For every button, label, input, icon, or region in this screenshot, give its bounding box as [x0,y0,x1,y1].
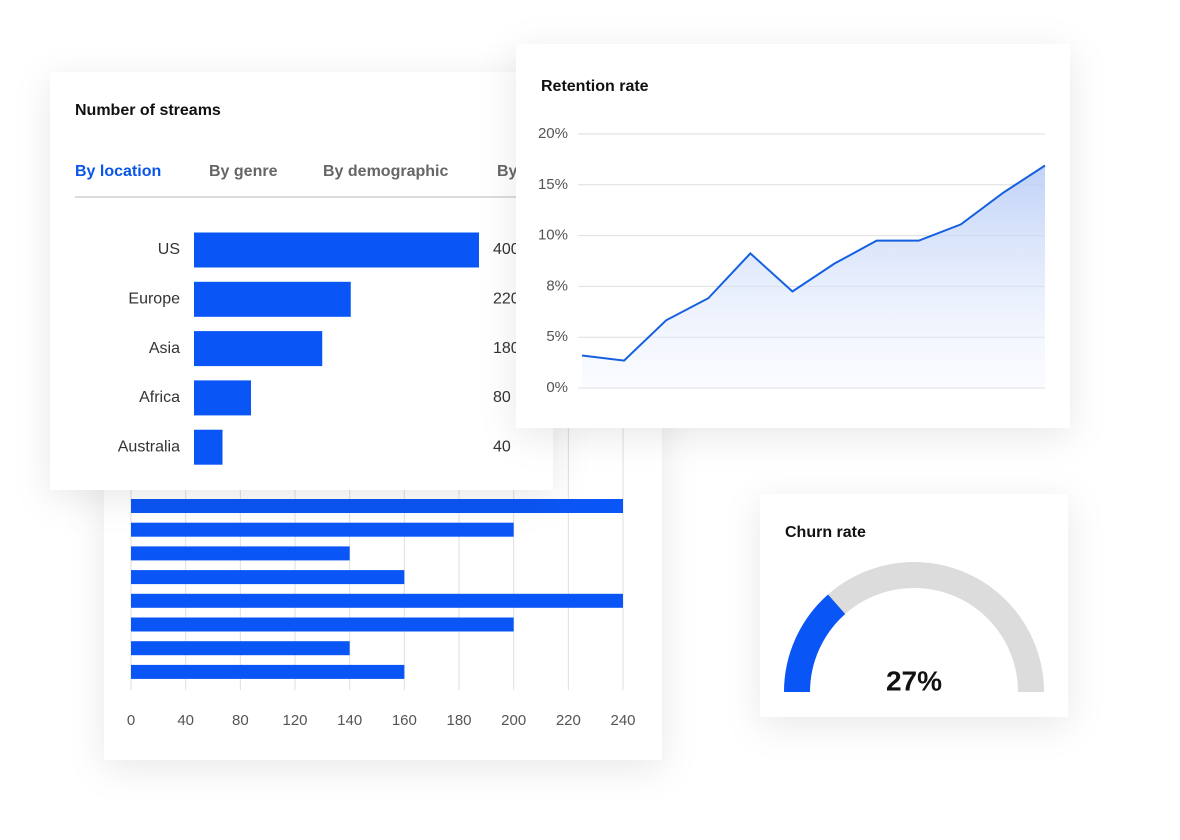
x-tick-label: 240 [610,712,635,729]
bar [194,281,351,317]
y-tick-label: 10% [538,227,568,244]
card-title: Churn rate [785,524,866,541]
area [582,165,1045,388]
y-tick-label: 15% [538,176,568,193]
tab[interactable]: By demographic [323,163,448,180]
bar [131,522,514,537]
line [581,164,1046,362]
gauge-label: 27% [886,665,942,696]
x-tick-label: 0 [127,712,135,729]
y-tick-label: 8% [546,277,568,294]
card-title: Number of streams [75,102,221,119]
card [760,494,1068,717]
x-tick-label: 180 [446,712,471,729]
x-tick-label: 160 [392,712,417,729]
x-tick-label: 120 [282,712,307,729]
retention-card: Retention rate 0% 5% 8% 10% 15% 20% [516,44,1070,428]
x-tick-label: 220 [556,712,581,729]
bar [131,664,405,679]
x-tick-label: 140 [337,712,362,729]
value-label: 400 [493,241,520,258]
y-tick-label: 0% [546,379,568,396]
value-label: 80 [493,389,511,406]
value-label: 40 [493,438,511,455]
card-title: Retention rate [541,78,649,95]
tab[interactable]: By location [75,163,161,180]
value-label: 180 [493,340,520,357]
y-tick-label: 5% [546,328,568,345]
gauge-value [784,594,846,693]
bar [131,641,350,656]
streams-card: Number of streams By location By genre By … [50,72,553,490]
value-label: 220 [493,291,520,308]
category-label: Europe [128,291,180,308]
bar [131,570,405,585]
bar [131,593,623,608]
bar [131,546,350,561]
category-label: Asia [149,340,180,357]
category-label: Australia [118,438,180,455]
tab[interactable]: By [497,163,518,180]
tab[interactable]: By genre [209,163,278,180]
category-label: US [158,241,180,258]
bar [194,331,323,367]
x-tick-label: 40 [177,712,194,729]
bar [194,380,251,416]
bar [131,617,514,632]
bar [194,232,479,268]
card [50,72,553,490]
x-tick-label: 200 [501,712,526,729]
bar [131,499,623,513]
category-label: Africa [139,389,180,406]
x-tick-label: 80 [232,712,249,729]
bar [194,429,223,465]
y-tick-label: 20% [538,125,568,142]
churn-card: Churn rate 27% [760,494,1068,717]
